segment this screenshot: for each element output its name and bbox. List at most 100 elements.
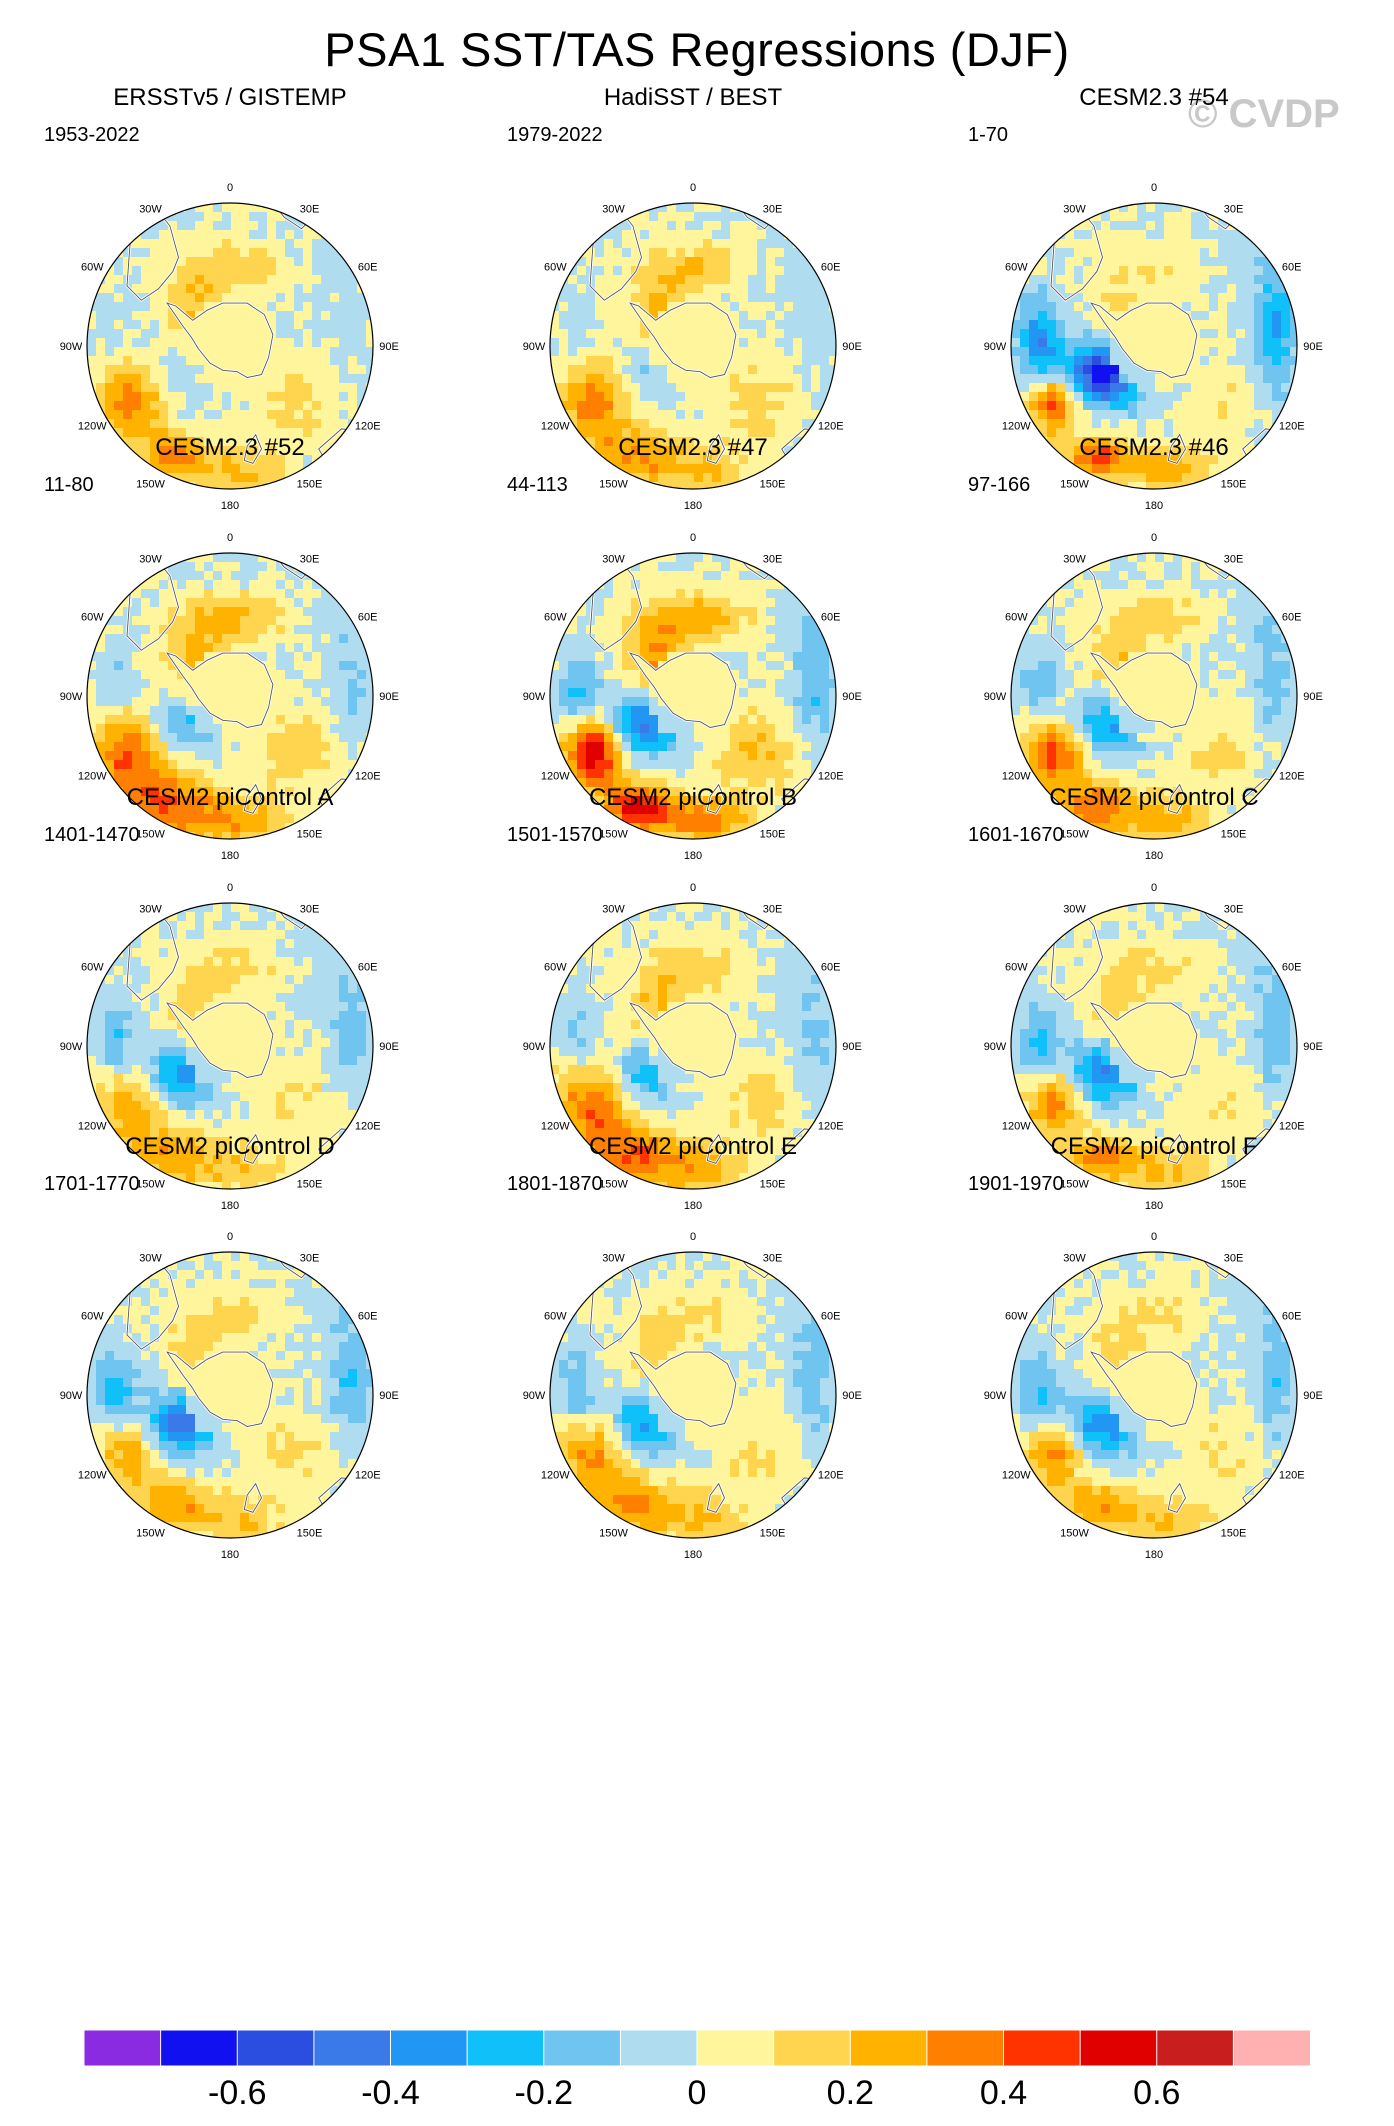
longitude-label: 120W (541, 421, 570, 433)
panel-title: CESM2 piControl B (463, 784, 923, 812)
longitude-label: 30E (763, 1252, 783, 1264)
longitude-label: 60W (81, 1311, 104, 1323)
longitude-label: 150E (760, 1528, 786, 1540)
longitude-label: 0 (227, 882, 233, 894)
colorbar-tick-label: -0.4 (361, 2074, 420, 2113)
colorbar-labels: -0.6 -0.4 -0.2 0 0.2 0.4 0.6 (0, 2074, 1394, 2118)
longitude-label: 30E (300, 553, 320, 565)
longitude-label: 60W (81, 612, 104, 624)
colorbar-swatch (544, 2030, 621, 2066)
polar-map: 0 30E 60E 90E 120E 150E 180 150W 120W 90W 60W 30W (463, 1167, 923, 1603)
longitude-label: 90E (379, 691, 399, 703)
longitude-label: 120W (1002, 1121, 1031, 1133)
longitude-label: 120W (1002, 1470, 1031, 1482)
longitude-label: 30W (602, 1252, 625, 1264)
panel-title: HadiSST / BEST (463, 84, 923, 112)
longitude-label: 60W (1005, 262, 1028, 274)
longitude-label: 60E (1282, 612, 1302, 624)
longitude-label: 0 (690, 182, 696, 194)
longitude-label: 0 (1151, 532, 1157, 544)
longitude-label: 120W (1002, 421, 1031, 433)
longitude-label: 150E (1221, 1528, 1247, 1540)
colorbar-tick-label: -0.6 (208, 2074, 267, 2113)
longitude-label: 90E (842, 1390, 862, 1402)
longitude-label: 60E (358, 1311, 378, 1323)
longitude-label: 60W (81, 962, 104, 974)
longitude-label: 120E (1279, 1470, 1305, 1482)
map-panel: CESM2 piControl F 1901-1970 0 30E 60E 90E 120E… (924, 1133, 1384, 1603)
colorbar-swatch (1233, 2030, 1310, 2066)
longitude-label: 90E (1303, 691, 1323, 703)
longitude-label: 120E (355, 421, 381, 433)
longitude-label: 120E (355, 1470, 381, 1482)
longitude-label: 120W (78, 1121, 107, 1133)
longitude-label: 120W (78, 1470, 107, 1482)
colorbar-swatch (927, 2030, 1004, 2066)
longitude-label: 120W (1002, 771, 1031, 783)
longitude-label: 0 (227, 1231, 233, 1243)
longitude-label: 30E (1224, 553, 1244, 565)
longitude-label: 120W (78, 771, 107, 783)
longitude-label: 90E (842, 1041, 862, 1053)
colorbar-swatch (84, 2030, 161, 2066)
colorbar-swatch (237, 2030, 314, 2066)
longitude-label: 60E (821, 262, 841, 274)
longitude-label: 0 (227, 182, 233, 194)
longitude-label: 150W (599, 1528, 628, 1540)
longitude-label: 60E (358, 262, 378, 274)
longitude-label: 180 (1145, 1549, 1163, 1561)
panel-title: CESM2.3 #52 (0, 434, 460, 462)
longitude-label: 30W (1063, 1252, 1086, 1264)
longitude-label: 0 (1151, 1231, 1157, 1243)
longitude-label: 30W (139, 553, 162, 565)
longitude-label: 150E (297, 1528, 323, 1540)
longitude-label: 60E (358, 612, 378, 624)
longitude-label: 90W (60, 691, 83, 703)
longitude-label: 60E (1282, 1311, 1302, 1323)
longitude-label: 60W (1005, 962, 1028, 974)
colorbar-tick-label: 0.4 (980, 2074, 1027, 2113)
longitude-label: 90E (379, 1041, 399, 1053)
longitude-label: 60W (1005, 612, 1028, 624)
longitude-label: 90E (1303, 1041, 1323, 1053)
longitude-label: 0 (690, 882, 696, 894)
longitude-label: 120W (541, 1470, 570, 1482)
panel-title: CESM2 piControl D (0, 1133, 460, 1161)
longitude-label: 90W (984, 1390, 1007, 1402)
panel-title: CESM2 piControl E (463, 1133, 923, 1161)
longitude-label: 120E (818, 421, 844, 433)
longitude-label: 30E (1224, 903, 1244, 915)
longitude-label: 90W (60, 1041, 83, 1053)
longitude-label: 90E (379, 341, 399, 353)
panel-title: CESM2 piControl F (924, 1133, 1384, 1161)
map-panel: CESM2 piControl E 1801-1870 0 30E 60E 90E 120E… (463, 1133, 923, 1603)
colorbar (84, 2030, 1310, 2066)
longitude-label: 0 (1151, 182, 1157, 194)
panel-title: CESM2 piControl C (924, 784, 1384, 812)
longitude-label: 120E (818, 1470, 844, 1482)
longitude-label: 60E (821, 962, 841, 974)
longitude-label: 30E (1224, 203, 1244, 215)
longitude-label: 90E (379, 1390, 399, 1402)
longitude-label: 90W (60, 1390, 83, 1402)
longitude-label: 150W (136, 1528, 165, 1540)
longitude-label: 120E (355, 771, 381, 783)
longitude-label: 30W (602, 903, 625, 915)
longitude-label: 30E (300, 1252, 320, 1264)
panel-title: CESM2.3 #46 (924, 434, 1384, 462)
colorbar-swatch (1080, 2030, 1157, 2066)
longitude-label: 60W (544, 1311, 567, 1323)
longitude-label: 30W (1063, 903, 1086, 915)
longitude-label: 60W (81, 262, 104, 274)
longitude-label: 90E (842, 691, 862, 703)
longitude-label: 0 (690, 532, 696, 544)
polar-map: 0 30E 60E 90E 120E 150E 180 150W 120W 90W 60W 30W (924, 1167, 1384, 1603)
panel-title: CESM2.3 #47 (463, 434, 923, 462)
colorbar-swatch (1004, 2030, 1081, 2066)
longitude-label: 120W (78, 421, 107, 433)
colorbar-swatch (620, 2030, 697, 2066)
longitude-label: 90W (60, 341, 83, 353)
colorbar-swatch (850, 2030, 927, 2066)
longitude-label: 60E (1282, 962, 1302, 974)
longitude-label: 30W (602, 203, 625, 215)
